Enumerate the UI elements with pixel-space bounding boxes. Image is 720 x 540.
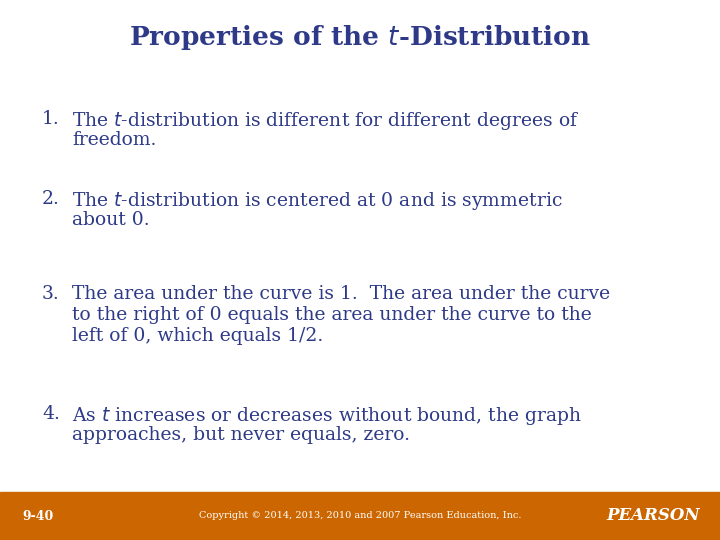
Text: 2.: 2. xyxy=(42,190,60,208)
Text: 4.: 4. xyxy=(42,405,60,423)
Text: As $\mathit{t}$ increases or decreases without bound, the graph: As $\mathit{t}$ increases or decreases w… xyxy=(72,405,582,427)
Text: about 0.: about 0. xyxy=(72,211,150,229)
Text: 9-40: 9-40 xyxy=(22,510,53,523)
Bar xyxy=(0,492,720,540)
Text: left of 0, which equals 1/2.: left of 0, which equals 1/2. xyxy=(72,327,323,345)
Text: The $\mathit{t}$-distribution is centered at 0 and is symmetric: The $\mathit{t}$-distribution is centere… xyxy=(72,190,562,212)
Text: The $\mathit{t}$-distribution is different for different degrees of: The $\mathit{t}$-distribution is differe… xyxy=(72,110,580,132)
Text: 3.: 3. xyxy=(42,285,60,303)
Text: to the right of 0 equals the area under the curve to the: to the right of 0 equals the area under … xyxy=(72,306,592,324)
Text: Properties of the $\mathbf{\mathit{t}}$-Distribution: Properties of the $\mathbf{\mathit{t}}$-… xyxy=(129,23,591,51)
Text: approaches, but never equals, zero.: approaches, but never equals, zero. xyxy=(72,426,410,444)
Text: 1.: 1. xyxy=(42,110,60,128)
Text: Copyright © 2014, 2013, 2010 and 2007 Pearson Education, Inc.: Copyright © 2014, 2013, 2010 and 2007 Pe… xyxy=(199,511,521,521)
Text: freedom.: freedom. xyxy=(72,131,156,149)
Text: PEARSON: PEARSON xyxy=(606,508,700,524)
Text: The area under the curve is 1.  The area under the curve: The area under the curve is 1. The area … xyxy=(72,285,610,303)
